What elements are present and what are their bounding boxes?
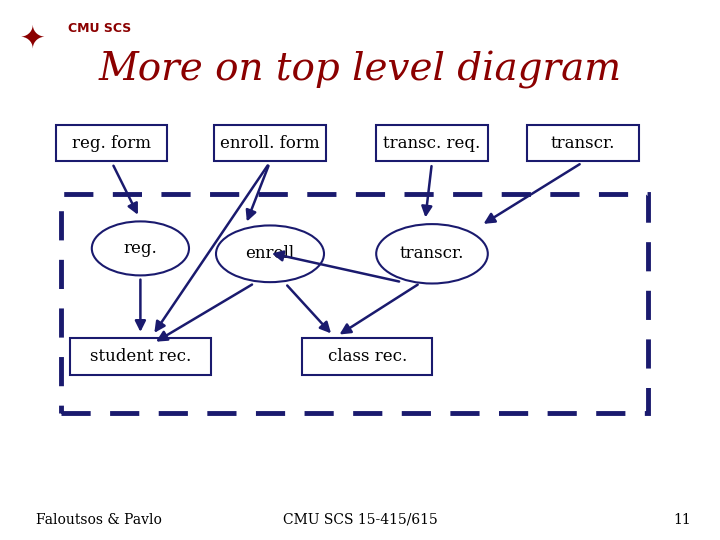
FancyBboxPatch shape: [215, 125, 325, 161]
Text: transcr.: transcr.: [400, 245, 464, 262]
Text: reg.: reg.: [124, 240, 157, 257]
FancyBboxPatch shape: [56, 125, 167, 161]
FancyBboxPatch shape: [71, 338, 210, 375]
FancyBboxPatch shape: [527, 125, 639, 161]
Text: 11: 11: [673, 512, 691, 526]
Ellipse shape: [376, 224, 488, 284]
Text: student rec.: student rec.: [90, 348, 191, 365]
Text: ✦: ✦: [19, 24, 45, 53]
Text: Faloutsos & Pavlo: Faloutsos & Pavlo: [36, 512, 162, 526]
Text: class rec.: class rec.: [328, 348, 407, 365]
FancyBboxPatch shape: [302, 338, 432, 375]
Text: More on top level diagram: More on top level diagram: [99, 51, 621, 89]
Text: CMU SCS: CMU SCS: [68, 22, 132, 35]
Text: CMU SCS 15-415/615: CMU SCS 15-415/615: [283, 512, 437, 526]
Text: transc. req.: transc. req.: [383, 134, 481, 152]
Text: transcr.: transcr.: [551, 134, 616, 152]
Ellipse shape: [92, 221, 189, 275]
Text: reg. form: reg. form: [72, 134, 151, 152]
FancyBboxPatch shape: [376, 125, 488, 161]
Text: enroll: enroll: [246, 245, 294, 262]
Text: enroll. form: enroll. form: [220, 134, 320, 152]
Ellipse shape: [216, 226, 324, 282]
